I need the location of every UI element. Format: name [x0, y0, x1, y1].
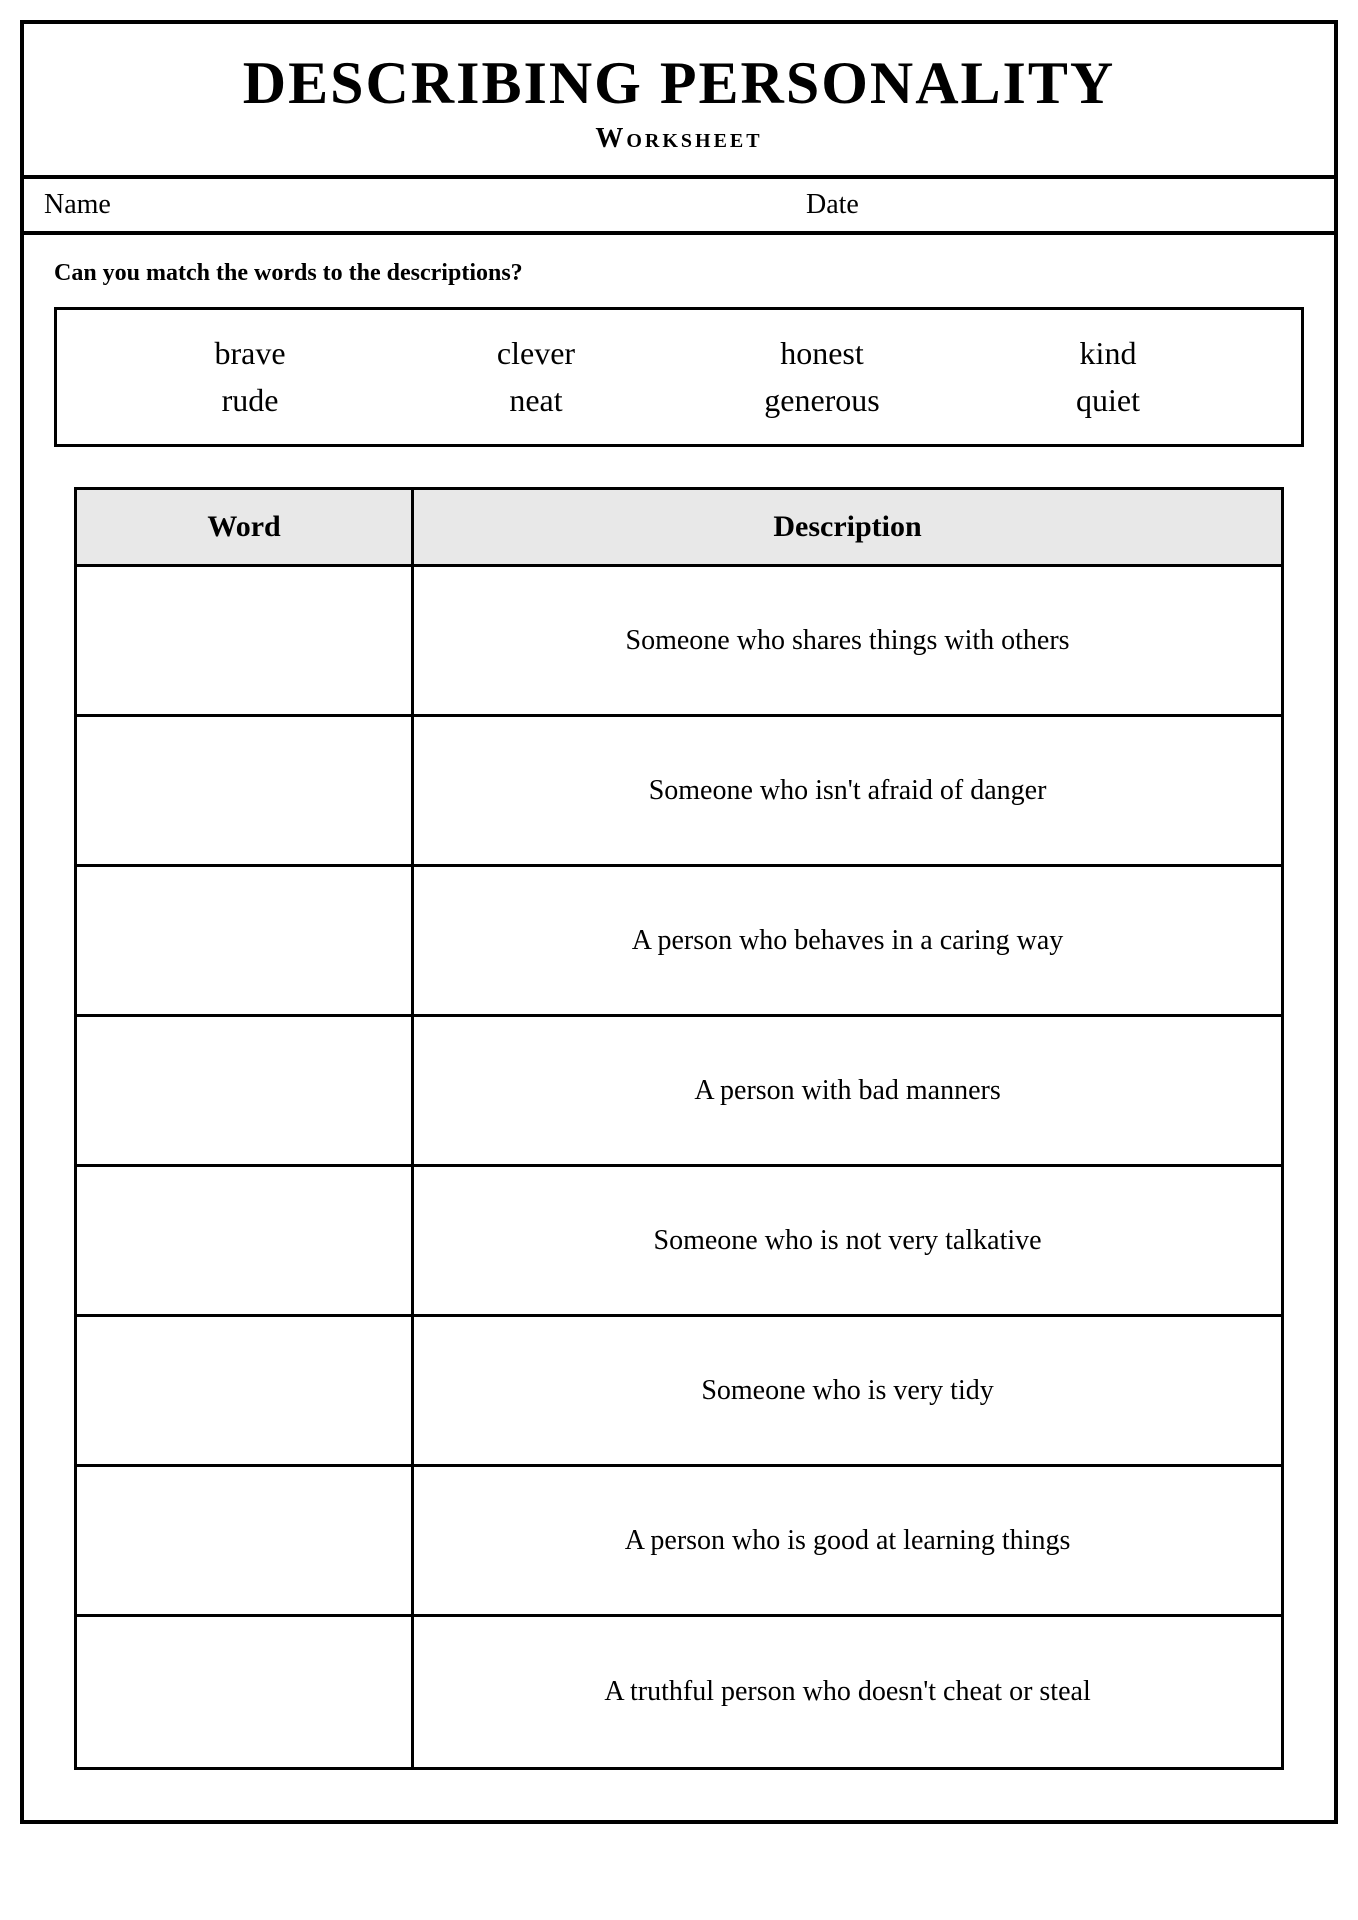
page-title: DESCRIBING PERSONALITY — [24, 49, 1334, 118]
word-input-cell[interactable] — [77, 567, 414, 714]
answer-table: Word Description Someone who shares thin… — [74, 487, 1284, 1770]
description-cell: A person with bad manners — [414, 1017, 1281, 1164]
description-cell: Someone who isn't afraid of danger — [414, 717, 1281, 864]
wordbank-word: brave — [107, 335, 393, 372]
description-cell: A person who is good at learning things — [414, 1467, 1281, 1614]
table-row: A truthful person who doesn't cheat or s… — [77, 1617, 1281, 1767]
column-header-word: Word — [77, 490, 414, 564]
table-row: A person who behaves in a caring way — [77, 867, 1281, 1017]
word-input-cell[interactable] — [77, 1167, 414, 1314]
table-row: Someone who isn't afraid of danger — [77, 717, 1281, 867]
table-row: Someone who is very tidy — [77, 1317, 1281, 1467]
wordbank-row-1: brave clever honest kind — [107, 330, 1251, 377]
word-input-cell[interactable] — [77, 1317, 414, 1464]
word-input-cell[interactable] — [77, 867, 414, 1014]
wordbank-word: neat — [393, 382, 679, 419]
wordbank-row-2: rude neat generous quiet — [107, 377, 1251, 424]
question-text: Can you match the words to the descripti… — [24, 235, 1334, 307]
table-row: A person with bad manners — [77, 1017, 1281, 1167]
description-cell: A truthful person who doesn't cheat or s… — [414, 1617, 1281, 1767]
description-cell: Someone who is very tidy — [414, 1317, 1281, 1464]
name-label[interactable]: Name — [44, 189, 806, 221]
word-input-cell[interactable] — [77, 717, 414, 864]
word-input-cell[interactable] — [77, 1467, 414, 1614]
wordbank-word: quiet — [965, 382, 1251, 419]
column-header-description: Description — [414, 490, 1281, 564]
table-header: Word Description — [77, 490, 1281, 567]
header-section: DESCRIBING PERSONALITY Worksheet — [24, 24, 1334, 179]
word-bank: brave clever honest kind rude neat gener… — [54, 307, 1304, 447]
name-date-row: Name Date — [24, 179, 1334, 235]
word-input-cell[interactable] — [77, 1017, 414, 1164]
word-input-cell[interactable] — [77, 1617, 414, 1767]
worksheet-page: DESCRIBING PERSONALITY Worksheet Name Da… — [20, 20, 1338, 1824]
wordbank-word: honest — [679, 335, 965, 372]
wordbank-word: kind — [965, 335, 1251, 372]
description-cell: Someone who shares things with others — [414, 567, 1281, 714]
date-label[interactable]: Date — [806, 189, 1314, 221]
table-row: Someone who is not very talkative — [77, 1167, 1281, 1317]
table-row: A person who is good at learning things — [77, 1467, 1281, 1617]
wordbank-word: clever — [393, 335, 679, 372]
description-cell: Someone who is not very talkative — [414, 1167, 1281, 1314]
page-subtitle: Worksheet — [24, 123, 1334, 155]
table-row: Someone who shares things with others — [77, 567, 1281, 717]
wordbank-word: rude — [107, 382, 393, 419]
wordbank-word: generous — [679, 382, 965, 419]
description-cell: A person who behaves in a caring way — [414, 867, 1281, 1014]
